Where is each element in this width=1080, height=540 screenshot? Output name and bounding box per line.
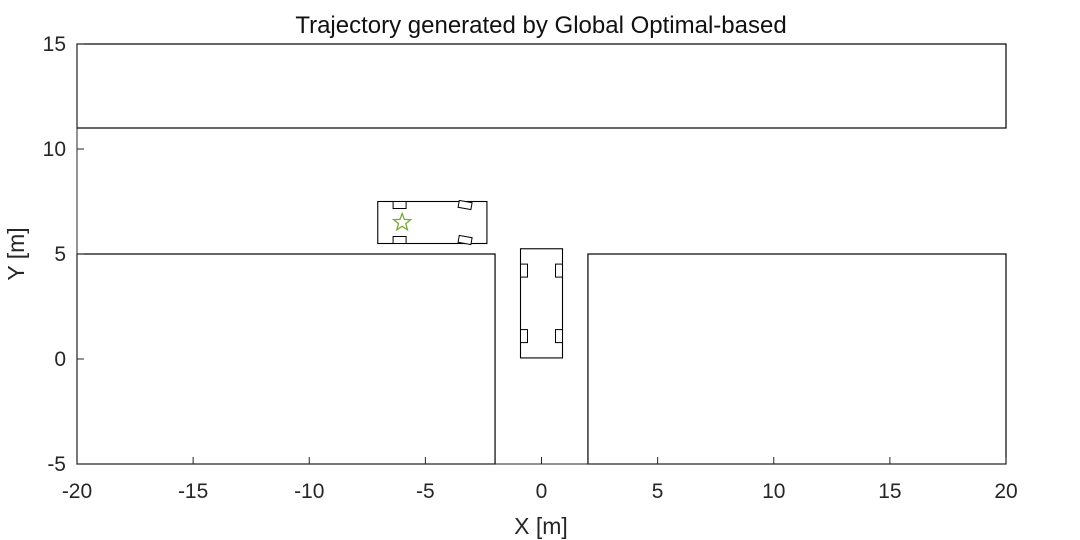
vehicles-layer bbox=[377, 199, 564, 359]
y-tick-label: 5 bbox=[54, 243, 66, 266]
x-tick-label: 10 bbox=[762, 480, 785, 503]
start-vehicle bbox=[377, 199, 488, 246]
x-tick-label: -20 bbox=[62, 480, 92, 503]
start-vehicle-body bbox=[377, 200, 488, 245]
lower-left-block bbox=[76, 253, 496, 465]
y-axis-title: Y [m] bbox=[3, 227, 29, 280]
upper-boundary bbox=[76, 43, 1007, 129]
goal-vehicle bbox=[519, 248, 564, 359]
y-tick-label: 0 bbox=[54, 348, 66, 371]
y-tick-label: 15 bbox=[43, 33, 66, 56]
y-tick-label: 10 bbox=[43, 138, 66, 161]
goal-vehicle-wheel-front-right bbox=[520, 329, 528, 344]
start-vehicle-wheel-front-right bbox=[457, 234, 473, 246]
goal-vehicle-wheel-rear-left bbox=[555, 263, 563, 278]
markers-layer bbox=[391, 211, 413, 232]
axes-layer: -20 -15 -10 -5 0 5 10 15 20 -5 0 5 10 15 bbox=[43, 33, 1018, 503]
x-tick-label: 20 bbox=[994, 480, 1017, 503]
x-tick-label: -10 bbox=[294, 480, 324, 503]
goal-vehicle-body bbox=[519, 248, 564, 359]
goal-vehicle-wheel-rear-right bbox=[520, 263, 528, 278]
start-vehicle-wheel-rear-left bbox=[392, 201, 407, 209]
lower-right-block bbox=[587, 253, 1007, 465]
x-tick-label: 0 bbox=[536, 480, 548, 503]
goal-marker bbox=[391, 211, 413, 232]
x-tick-label: -5 bbox=[416, 480, 435, 503]
start-vehicle-wheel-rear-right bbox=[392, 236, 407, 244]
x-tick-label: -15 bbox=[178, 480, 208, 503]
obstacles-layer bbox=[76, 43, 1007, 465]
x-axis-title: X [m] bbox=[514, 513, 568, 539]
goal-vehicle-wheel-front-left bbox=[555, 329, 563, 344]
y-tick-label: -5 bbox=[47, 453, 66, 476]
x-tick-label: 15 bbox=[878, 480, 901, 503]
start-vehicle-wheel-front-left bbox=[457, 199, 473, 211]
x-tick-label: 5 bbox=[652, 480, 664, 503]
chart-title: Trajectory generated by Global Optimal-b… bbox=[295, 12, 786, 39]
